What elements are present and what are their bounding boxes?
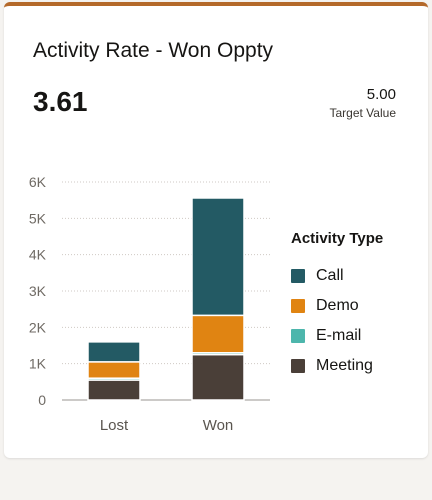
legend-title: Activity Type [291, 230, 384, 247]
legend-label: Call [316, 267, 344, 284]
y-tick-label: 0 [38, 392, 46, 408]
x-axis-ticks: Lost Won [100, 417, 233, 434]
legend-item-meeting[interactable]: Meeting [291, 351, 383, 381]
y-tick-label: 6K [29, 174, 47, 190]
bar-segment-lost-demo[interactable] [87, 361, 141, 379]
legend-swatch [291, 329, 305, 343]
target-value-label: Target Value [329, 106, 397, 120]
legend-item-demo[interactable]: Demo [291, 291, 383, 321]
y-tick-label: 5K [29, 210, 47, 226]
y-axis-ticks: 0 1K 2K 3K 4K 5K 6K [29, 174, 47, 408]
bar-segment-won-meeting[interactable] [191, 353, 245, 401]
bar-segment-won-call[interactable] [191, 197, 245, 317]
y-tick-label: 1K [29, 356, 47, 372]
bar-segment-lost-meeting[interactable] [87, 379, 141, 401]
chart-bars [87, 197, 245, 401]
card-title: Activity Rate - Won Oppty [33, 39, 274, 62]
bar-segment-won-demo[interactable] [191, 314, 245, 354]
legend-label: Meeting [316, 357, 373, 374]
legend-item-email[interactable]: E-mail [291, 321, 383, 351]
y-tick-label: 2K [29, 319, 47, 335]
x-tick-label: Lost [100, 417, 129, 434]
target-value: 5.00 [366, 86, 396, 103]
y-tick-label: 3K [29, 283, 47, 299]
legend-swatch [291, 359, 305, 373]
x-tick-label: Won [203, 417, 234, 434]
legend-swatch [291, 299, 305, 313]
legend-label: E-mail [316, 327, 362, 344]
bar-segment-lost-call[interactable] [87, 341, 141, 363]
chart-legend: Activity Type Call Demo E-mail Meeting [291, 230, 383, 381]
metric-value: 3.61 [33, 86, 88, 117]
y-tick-label: 4K [29, 247, 47, 263]
legend-label: Demo [316, 297, 359, 314]
legend-item-call[interactable]: Call [291, 261, 383, 291]
legend-swatch [291, 269, 305, 283]
